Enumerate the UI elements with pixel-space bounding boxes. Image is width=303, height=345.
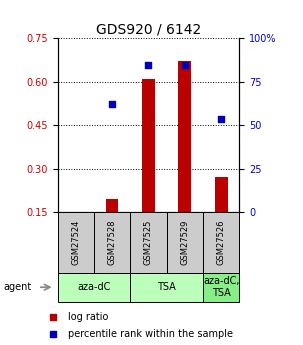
Text: TSA: TSA — [157, 282, 176, 292]
Bar — [167, 212, 203, 273]
Point — [146, 62, 151, 68]
Bar — [215, 177, 228, 212]
Point — [50, 331, 55, 337]
Bar — [142, 79, 155, 212]
Point — [219, 116, 224, 122]
Bar — [94, 212, 130, 273]
Point — [110, 101, 115, 107]
Text: percentile rank within the sample: percentile rank within the sample — [68, 329, 233, 339]
Bar — [106, 199, 118, 212]
Text: GSM27525: GSM27525 — [144, 220, 153, 265]
Text: GSM27528: GSM27528 — [108, 220, 117, 265]
Text: log ratio: log ratio — [68, 312, 108, 322]
Bar — [130, 273, 203, 302]
Text: aza-dC: aza-dC — [77, 282, 111, 292]
Point — [182, 62, 187, 68]
Text: agent: agent — [3, 282, 31, 292]
Text: GSM27524: GSM27524 — [71, 220, 80, 265]
Text: aza-dC,
TSA: aza-dC, TSA — [203, 276, 239, 298]
Bar — [58, 273, 130, 302]
Text: GSM27529: GSM27529 — [180, 220, 189, 265]
Bar — [203, 273, 239, 302]
Point — [50, 314, 55, 319]
Text: GSM27526: GSM27526 — [217, 220, 226, 265]
Bar — [178, 61, 191, 212]
Bar — [203, 212, 239, 273]
Bar — [130, 212, 167, 273]
Bar — [58, 212, 94, 273]
Title: GDS920 / 6142: GDS920 / 6142 — [96, 23, 201, 37]
